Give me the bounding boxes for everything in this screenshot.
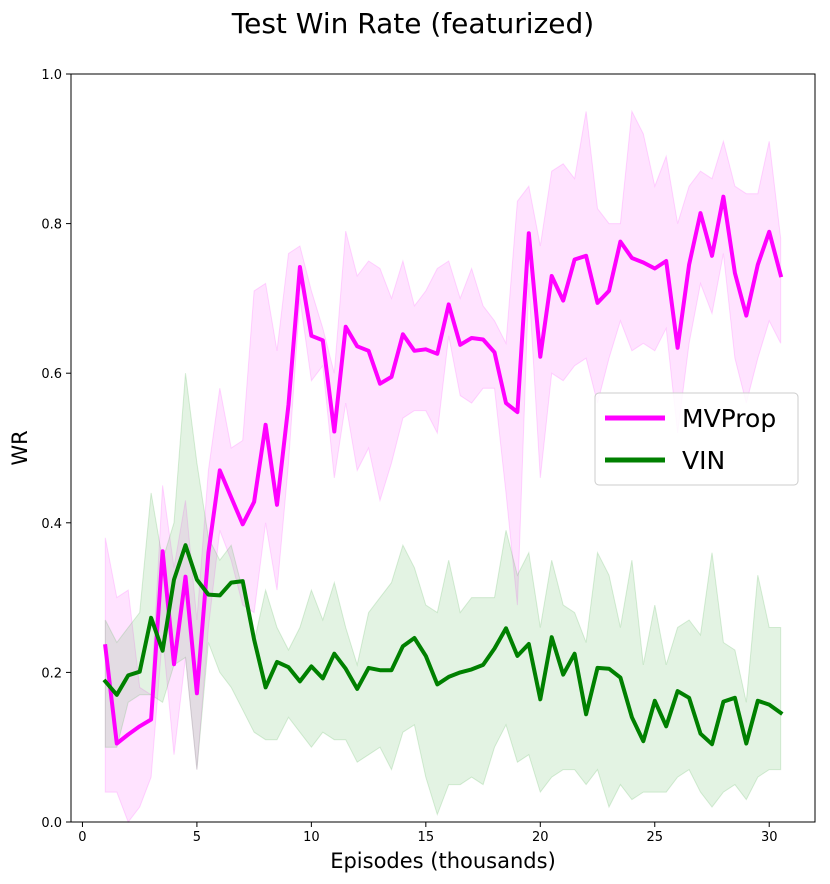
vin-line (102, 543, 784, 747)
x-tick-label: 0 (78, 830, 86, 845)
x-tick-label: 25 (646, 830, 663, 845)
y-axis-ticks: 0.0 0.2 0.4 0.6 0.8 1.0 (41, 68, 71, 831)
confidence-bands (104, 109, 782, 824)
y-tick-label: 0.8 (41, 218, 62, 233)
legend-label-vin: VIN (682, 446, 725, 475)
y-tick-label: 0.6 (41, 367, 62, 382)
x-tick-label: 15 (418, 830, 435, 845)
x-tick-label: 20 (532, 830, 549, 845)
plot-frame (70, 73, 816, 823)
x-axis-label: Episodes (thousands) (330, 849, 556, 873)
y-tick-label: 0.2 (41, 666, 62, 681)
vin-band (104, 373, 782, 817)
mvprop-band (104, 109, 782, 824)
x-axis-ticks: 0 5 10 15 20 25 30 (78, 822, 777, 845)
legend: MVProp VIN (594, 392, 799, 486)
x-tick-label: 5 (193, 830, 201, 845)
x-tick-label: 10 (303, 830, 320, 845)
y-tick-label: 1.0 (41, 68, 62, 83)
y-tick-label: 0.0 (41, 816, 62, 831)
y-axis-label: WR (8, 430, 32, 465)
legend-label-mvprop: MVProp (682, 404, 776, 433)
series-lines (102, 194, 784, 747)
mvprop-line (103, 194, 784, 746)
x-tick-label: 30 (761, 830, 778, 845)
y-tick-label: 0.4 (41, 517, 62, 532)
chart-title: Test Win Rate (featurized) (231, 7, 594, 40)
